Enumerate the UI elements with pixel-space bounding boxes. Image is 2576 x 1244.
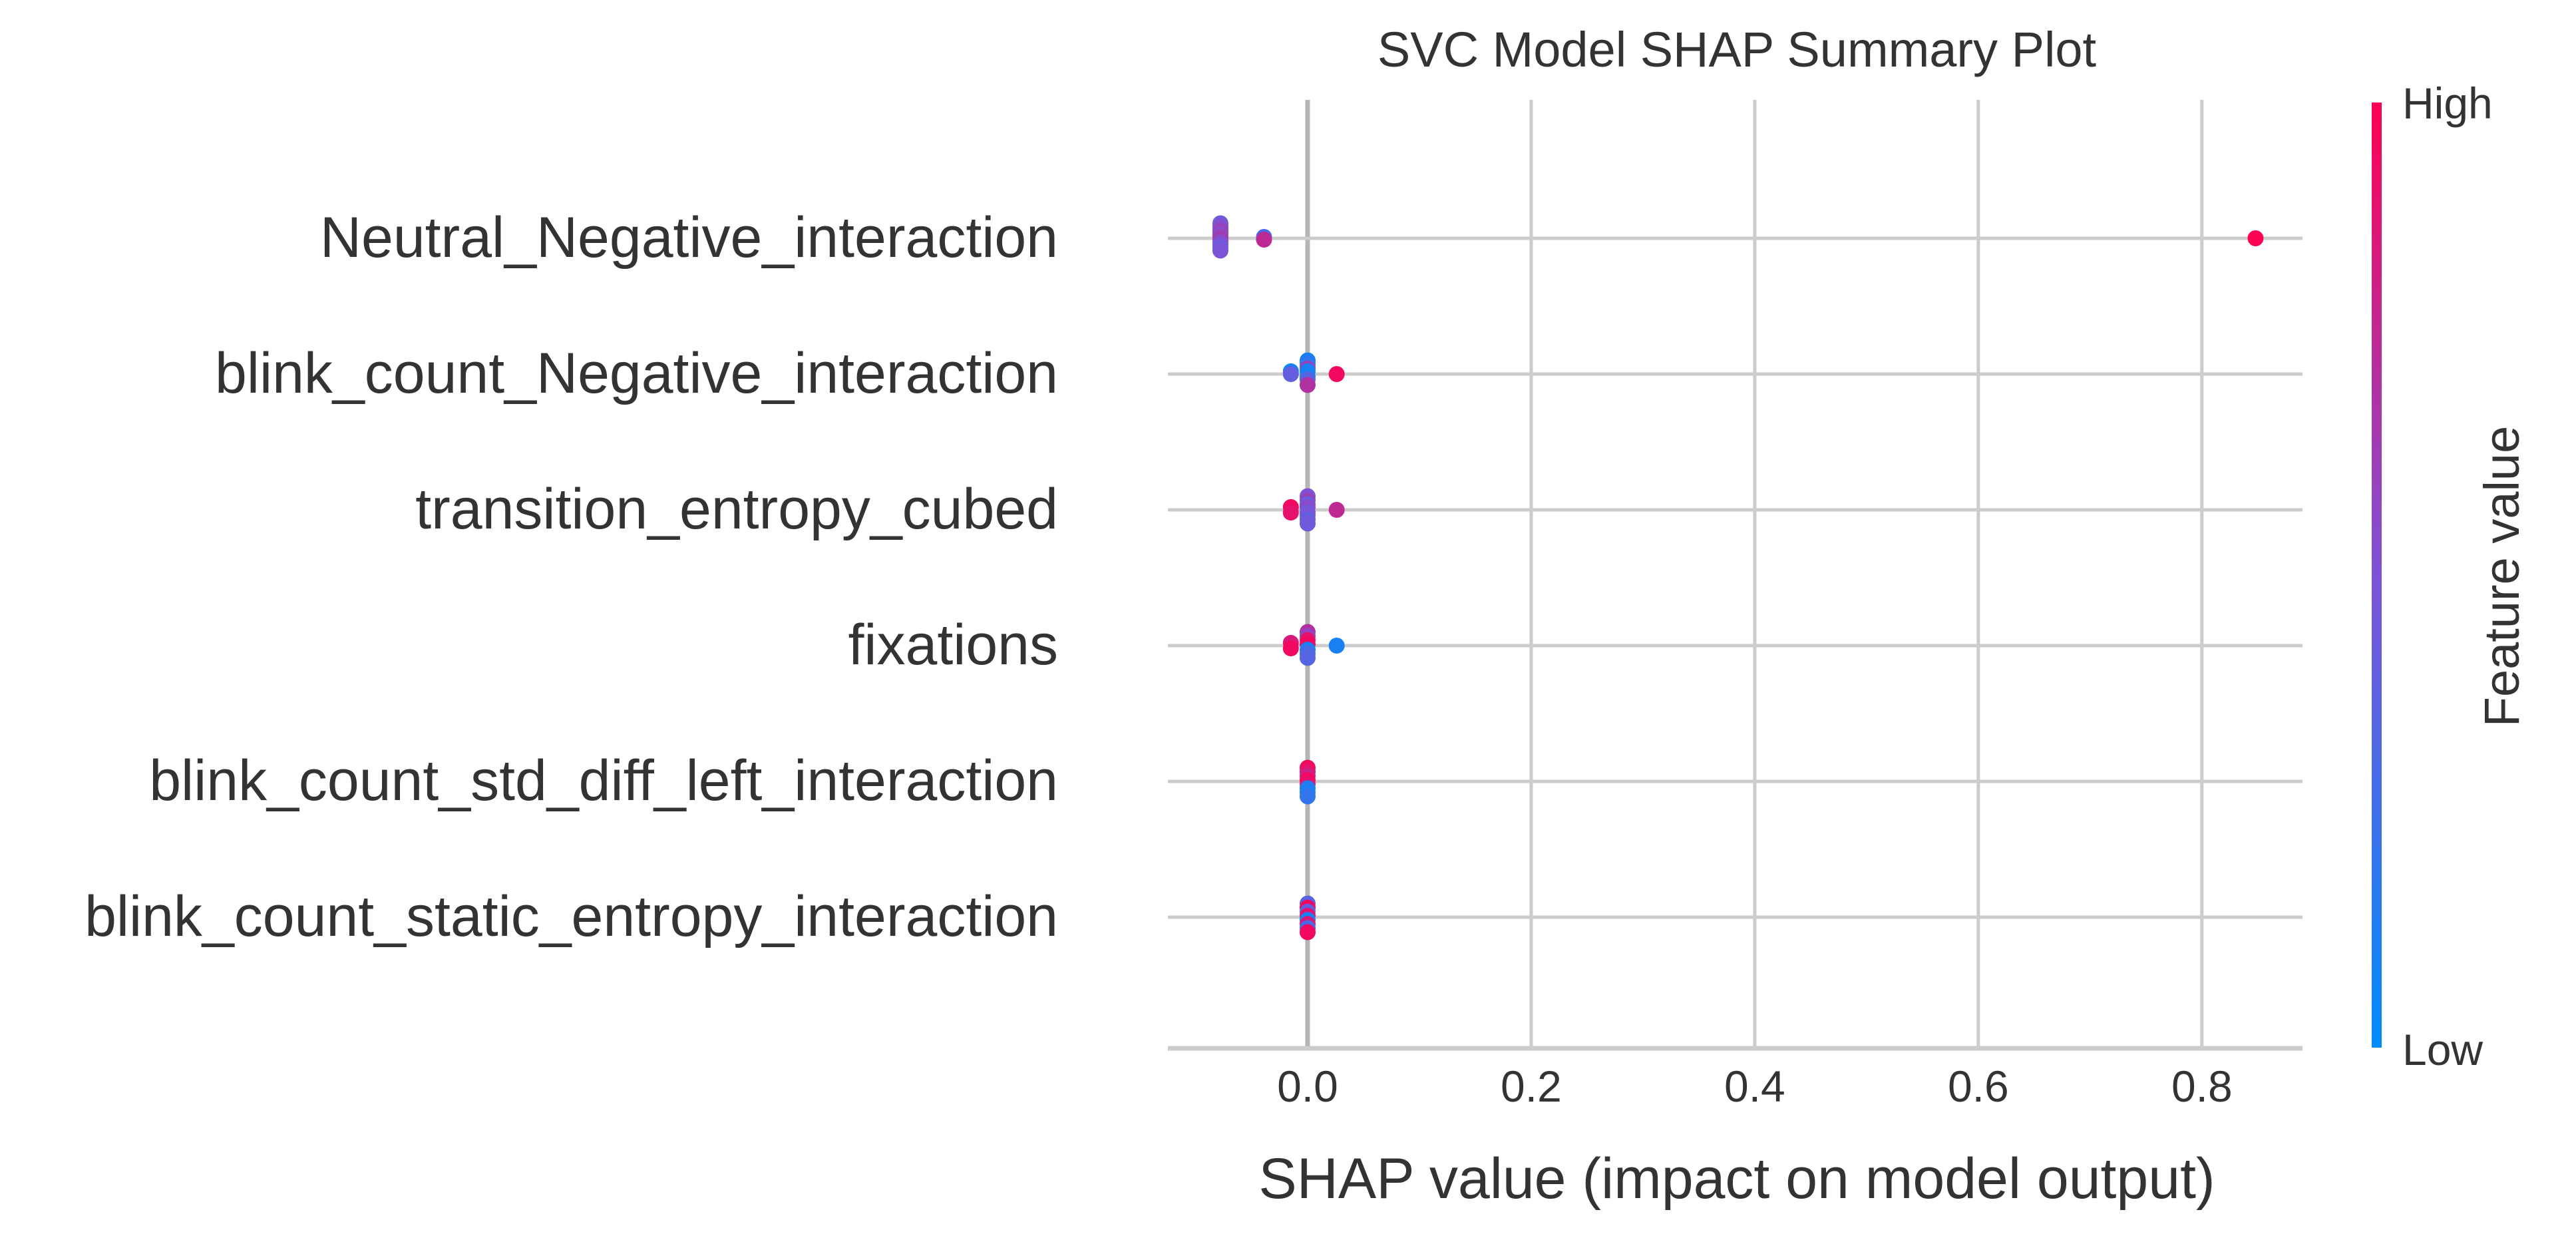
shap-point <box>1282 366 1299 382</box>
shap-point <box>1328 638 1345 654</box>
x-tick-label: 0.8 <box>2171 1062 2233 1111</box>
feature-label: Neutral_Negative_interaction <box>320 206 1058 270</box>
colorbar-high-label: High <box>2402 79 2493 128</box>
shap-point <box>1328 502 1345 518</box>
feature-label: fixations <box>848 613 1059 677</box>
x-tick-label: 0.0 <box>1277 1062 1338 1111</box>
grid-lines <box>1168 100 2302 1051</box>
shap-point <box>1212 242 1228 259</box>
shap-point <box>1299 924 1316 940</box>
shap-point <box>1282 640 1299 657</box>
colorbar-low-label: Low <box>2402 1025 2483 1074</box>
x-tick-label: 0.4 <box>1724 1062 1785 1111</box>
feature-label: transition_entropy_cubed <box>415 477 1058 541</box>
shap-point <box>1299 515 1316 532</box>
x-axis-label: SHAP value (impact on model output) <box>1258 1147 2215 1211</box>
colorbar: High Low Feature value <box>2372 79 2529 1074</box>
shap-point <box>1256 232 1272 248</box>
shap-point <box>1328 366 1345 382</box>
feature-labels: Neutral_Negative_interaction blink_count_… <box>85 206 1058 948</box>
colorbar-title: Feature value <box>2474 426 2529 727</box>
shap-points <box>1212 215 2264 940</box>
x-tick-label: 0.2 <box>1501 1062 1562 1111</box>
colorbar-gradient <box>2372 103 2382 1048</box>
x-tick-label: 0.6 <box>1948 1062 2009 1111</box>
shap-point <box>1282 505 1299 521</box>
shap-point <box>2247 230 2264 246</box>
feature-label: blink_count_std_diff_left_interaction <box>149 749 1058 813</box>
feature-label: blink_count_Negative_interaction <box>215 341 1058 405</box>
shap-point <box>1299 788 1316 805</box>
feature-row-lines <box>1168 236 2302 919</box>
feature-label: blink_count_static_entropy_interaction <box>85 885 1058 948</box>
chart-title: SVC Model SHAP Summary Plot <box>1378 22 2097 77</box>
x-tick-labels: 0.0 0.2 0.4 0.6 0.8 <box>1277 1062 2233 1111</box>
shap-point <box>1299 650 1316 666</box>
shap-point <box>1299 377 1316 393</box>
